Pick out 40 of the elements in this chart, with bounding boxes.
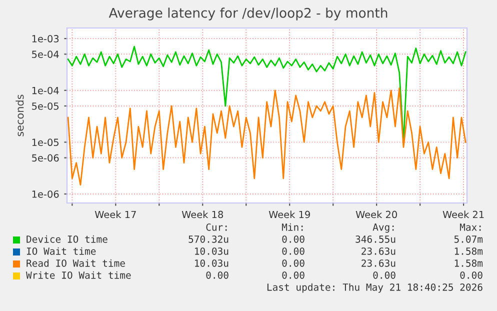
y-tick-label: 1e-05: [32, 138, 59, 146]
y-axis-title: seconds: [16, 94, 24, 136]
legend-label: Read IO Wait time: [26, 259, 125, 267]
x-tick-label: Week 19: [268, 210, 310, 218]
legend-label: Device IO time: [26, 235, 108, 243]
text: 0.00: [460, 271, 482, 279]
text: 23.63u: [362, 259, 396, 267]
text: 0.00: [206, 271, 228, 279]
y-tick-label: 1e-06: [32, 190, 59, 198]
y-tick-label: 5e-06: [32, 154, 59, 162]
legend-label: Write IO Wait time: [26, 271, 131, 279]
x-tick-label: Week 21: [442, 210, 484, 218]
x-tick-label: Week 18: [182, 210, 224, 218]
x-tick-label: Week 17: [94, 210, 136, 218]
y-tick-label: 5e-04: [32, 50, 59, 58]
line-series: [67, 88, 466, 186]
text: 10.03u: [195, 247, 228, 255]
text: Min:: [282, 223, 303, 231]
text: 0.00: [373, 271, 396, 279]
text: 23.63u: [362, 247, 396, 255]
text: 0.00: [282, 259, 304, 267]
text: 1.58m: [454, 247, 483, 255]
text: Max:: [460, 224, 481, 231]
y-tick-label: 1e-03: [32, 35, 59, 42]
x-tick-label: Week 20: [356, 210, 397, 218]
y-tick-label: 5e-05: [32, 102, 59, 110]
text: 346.55u: [356, 235, 396, 243]
text: Avg:: [372, 224, 394, 233]
text: 570.32u: [188, 235, 228, 243]
text: 1.58m: [454, 259, 483, 267]
text: 0.00: [282, 247, 304, 255]
chart-title: Average latency for /dev/loop2 - by month: [108, 8, 388, 20]
text: 0.00: [282, 271, 304, 279]
text: 10.03u: [195, 259, 228, 267]
legend-label: IO Wait time: [26, 247, 96, 255]
text: Cur:: [206, 223, 227, 231]
text: 5.07m: [454, 235, 483, 243]
y-tick-label: 1e-04: [32, 86, 59, 94]
text: 0.00: [282, 235, 304, 243]
text: Last update: Thu May 21 18:40:25 2026: [267, 283, 482, 293]
